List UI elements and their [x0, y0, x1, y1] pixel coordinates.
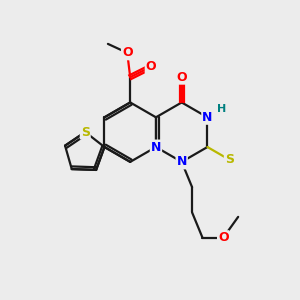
Text: O: O: [176, 71, 187, 84]
Text: N: N: [176, 155, 187, 168]
Text: N: N: [202, 111, 213, 124]
Text: N: N: [151, 140, 161, 154]
Text: O: O: [122, 46, 133, 59]
Text: H: H: [217, 104, 226, 114]
Text: O: O: [146, 60, 156, 73]
Text: S: S: [225, 153, 234, 166]
Text: O: O: [218, 231, 229, 244]
Text: S: S: [81, 125, 90, 139]
